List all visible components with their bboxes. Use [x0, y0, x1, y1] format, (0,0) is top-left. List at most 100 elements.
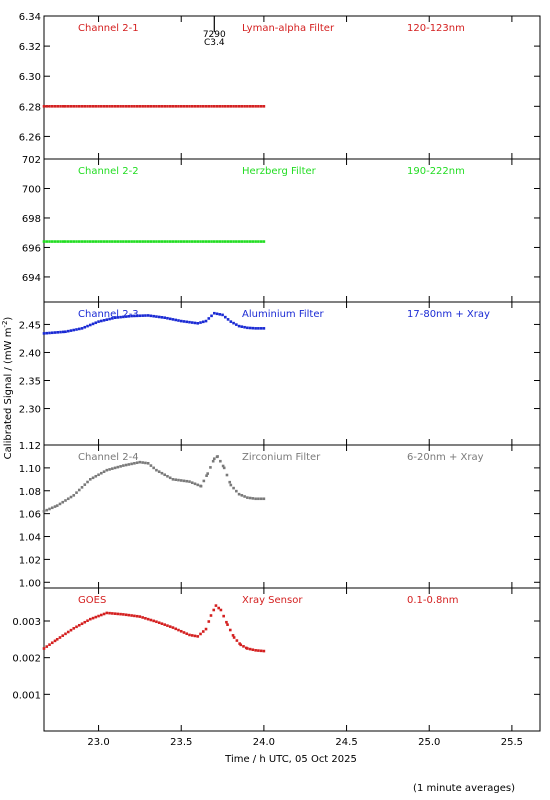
data-point [133, 240, 136, 243]
filter-label: Aluminium Filter [242, 309, 325, 320]
data-point [240, 240, 244, 243]
panel-1: 6.26 6.28 6.30 6.32 6.34 Channel 2-1 Lyman-alp… [19, 12, 541, 160]
data-point [237, 105, 241, 108]
y-tick-label: 696 [22, 243, 41, 254]
data-point [209, 614, 213, 617]
data-point [243, 240, 246, 243]
data-point [66, 630, 70, 634]
data-point [251, 326, 255, 330]
data-point [116, 240, 120, 243]
data-point [94, 321, 98, 325]
data-point [171, 318, 175, 321]
channel-label: Channel 2-2 [78, 166, 139, 177]
filter-label: Zirconium Filter [242, 452, 321, 463]
data-point [212, 105, 216, 108]
data-point [257, 105, 260, 108]
data-point [254, 649, 257, 652]
data-point [141, 461, 144, 464]
data-point [243, 495, 246, 498]
data-point [248, 240, 252, 243]
data-point [119, 105, 122, 108]
data-point [59, 330, 62, 334]
data-point [69, 240, 73, 243]
data-point [218, 240, 222, 243]
data-point [50, 331, 54, 335]
panel-2: 694 696 698 700 702 Channel 2-2 Herzberg Filte… [22, 155, 541, 303]
data-point [221, 464, 225, 468]
data-point [225, 620, 228, 624]
data-point [119, 315, 122, 319]
data-point [163, 316, 166, 320]
data-point [254, 240, 257, 243]
data-point [152, 466, 155, 470]
data-point [61, 240, 65, 243]
x-axis-label: Time / h UTC, 05 Oct 2025 [224, 754, 357, 765]
data-point [262, 327, 266, 330]
data-point [61, 330, 65, 334]
data-point [100, 105, 103, 108]
data-point [246, 105, 249, 108]
data-point [179, 240, 183, 243]
y-tick-label: 2.45 [19, 320, 41, 331]
data-point [235, 639, 239, 642]
data-point [171, 105, 175, 108]
data-point [144, 105, 147, 108]
data-point [113, 105, 117, 108]
data-point [185, 632, 189, 636]
data-point [210, 240, 213, 243]
data-point [242, 645, 245, 648]
band-label: 190-222nm [407, 166, 465, 177]
data-point [130, 314, 133, 318]
data-point [240, 105, 244, 108]
data-point [146, 617, 150, 621]
data-point [53, 505, 57, 508]
data-point [259, 105, 263, 108]
data-point [262, 649, 266, 653]
data-point [229, 105, 233, 108]
data-point [160, 105, 164, 108]
data-point [130, 614, 133, 617]
data-point [243, 105, 246, 108]
data-point [149, 240, 153, 243]
x-tick-label: 25.0 [418, 737, 440, 748]
data-point [141, 616, 144, 619]
data-point [259, 497, 263, 501]
data-point [239, 643, 243, 647]
panels: 6.26 6.28 6.30 6.32 6.34 Channel 2-1 Lyman-alp… [12, 12, 541, 748]
data-point [141, 240, 144, 243]
data-point [182, 631, 186, 634]
data-point [59, 240, 62, 243]
y-axis-label-close: ) [3, 317, 14, 321]
data-point [157, 470, 161, 473]
data-point [246, 496, 249, 499]
data-point [196, 240, 200, 243]
data-point [97, 320, 100, 323]
data-point [100, 613, 103, 617]
data-point [219, 459, 222, 463]
data-point [246, 647, 249, 650]
y-axis-label-superscript: -2 [1, 321, 9, 328]
data-point [243, 325, 246, 329]
data-point [72, 627, 76, 630]
data-point [56, 331, 60, 334]
footnote: (1 minute averages) [413, 783, 515, 794]
data-point [193, 321, 197, 325]
data-point [124, 315, 128, 318]
data-point [135, 314, 139, 318]
data-point [207, 105, 211, 108]
data-point [105, 105, 109, 108]
data-point [196, 483, 200, 487]
data-point [58, 636, 62, 639]
data-point [157, 621, 161, 625]
data-point [80, 327, 84, 330]
data-point [77, 105, 81, 108]
data-point [204, 319, 208, 323]
data-point [163, 473, 166, 477]
data-point [254, 327, 257, 330]
data-point [102, 319, 106, 322]
data-point [185, 320, 189, 324]
data-point [45, 240, 49, 243]
data-point [232, 105, 235, 108]
data-point [226, 318, 230, 321]
